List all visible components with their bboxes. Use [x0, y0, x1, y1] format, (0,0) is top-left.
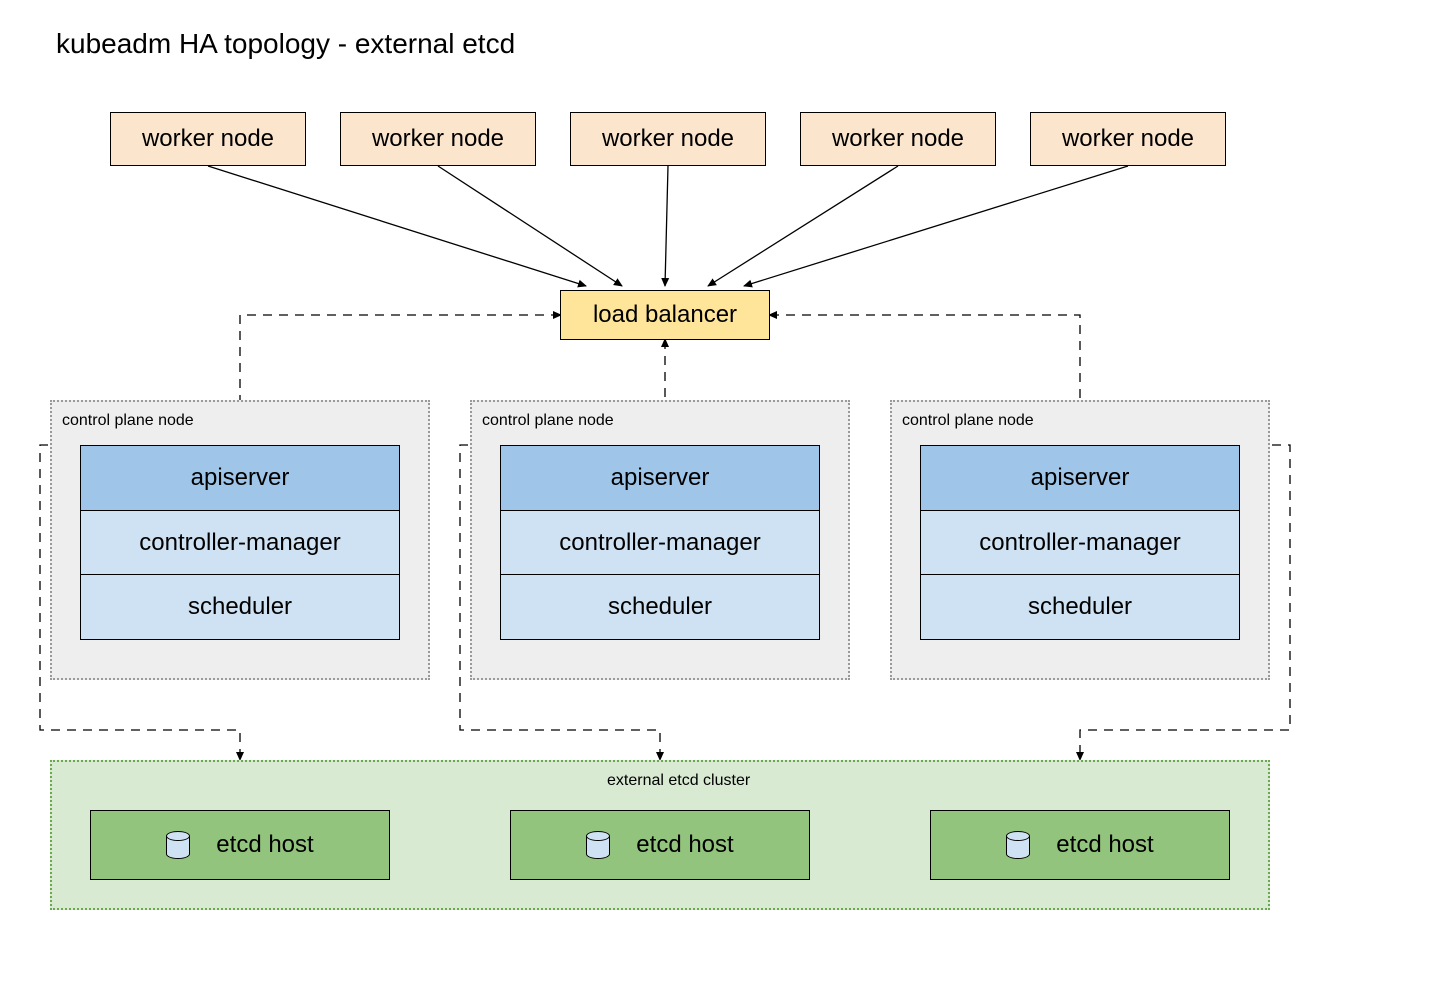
etcd-host-box: etcd host	[930, 810, 1230, 880]
etcd-host-label: etcd host	[636, 831, 733, 859]
etcd-host-box: etcd host	[90, 810, 390, 880]
control-plane-label: control plane node	[482, 412, 614, 430]
etcd-cluster-label: external etcd cluster	[607, 772, 750, 790]
etcd-host-label: etcd host	[216, 831, 313, 859]
load-balancer-label: load balancer	[593, 301, 737, 329]
worker-node-box: worker node	[110, 112, 306, 166]
controller-manager-row: controller-manager	[921, 510, 1239, 575]
scheduler-row: scheduler	[921, 574, 1239, 639]
apiserver-row: apiserver	[501, 446, 819, 510]
worker-node-box: worker node	[340, 112, 536, 166]
control-plane-label: control plane node	[902, 412, 1034, 430]
diagram-title: kubeadm HA topology - external etcd	[56, 28, 515, 60]
scheduler-row: scheduler	[81, 574, 399, 639]
scheduler-row: scheduler	[501, 574, 819, 639]
control-plane-label: control plane node	[62, 412, 194, 430]
db-icon	[166, 831, 190, 859]
control-plane-stack: apiservercontroller-managerscheduler	[500, 445, 820, 640]
db-icon	[1006, 831, 1030, 859]
apiserver-row: apiserver	[81, 446, 399, 510]
worker-node-box: worker node	[570, 112, 766, 166]
etcd-host-label: etcd host	[1056, 831, 1153, 859]
load-balancer-box: load balancer	[560, 290, 770, 340]
db-icon	[586, 831, 610, 859]
controller-manager-row: controller-manager	[81, 510, 399, 575]
controller-manager-row: controller-manager	[501, 510, 819, 575]
etcd-host-box: etcd host	[510, 810, 810, 880]
control-plane-stack: apiservercontroller-managerscheduler	[920, 445, 1240, 640]
worker-node-box: worker node	[1030, 112, 1226, 166]
apiserver-row: apiserver	[921, 446, 1239, 510]
worker-node-box: worker node	[800, 112, 996, 166]
control-plane-stack: apiservercontroller-managerscheduler	[80, 445, 400, 640]
